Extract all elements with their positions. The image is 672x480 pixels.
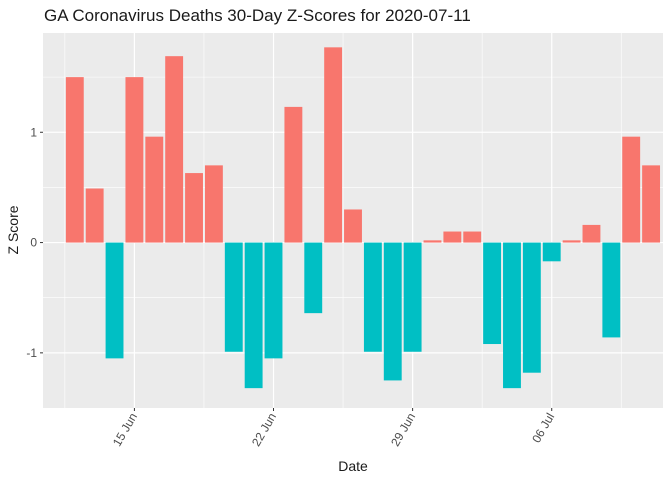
bar xyxy=(542,242,561,262)
bar xyxy=(344,209,362,243)
y-tick-label: 0 xyxy=(30,236,37,250)
bar xyxy=(324,47,343,243)
bar xyxy=(65,77,84,243)
bar xyxy=(483,242,502,345)
bar xyxy=(562,240,581,243)
bar xyxy=(463,231,482,243)
x-axis: 15 Jun 22 Jun 29 Jun 06 Jul xyxy=(110,408,557,449)
bar xyxy=(264,242,283,359)
bar xyxy=(105,242,124,359)
bar xyxy=(423,240,442,243)
x-tick-label: 15 Jun xyxy=(110,411,140,449)
bar xyxy=(363,242,382,352)
y-axis-label: Z Score xyxy=(5,205,21,254)
bar xyxy=(582,224,601,243)
bar xyxy=(602,242,621,338)
bars xyxy=(65,47,661,389)
bar xyxy=(244,242,263,389)
bar xyxy=(204,165,223,243)
bar xyxy=(125,77,144,243)
bar xyxy=(284,106,303,243)
bar xyxy=(503,242,521,389)
y-tick-label: -1 xyxy=(26,346,37,360)
minor-gridlines xyxy=(43,33,663,408)
y-tick-label: 1 xyxy=(30,125,37,139)
y-axis: -1 0 1 xyxy=(26,125,43,360)
bar xyxy=(622,136,641,243)
bar xyxy=(224,242,243,352)
bar xyxy=(304,242,323,314)
bar xyxy=(185,173,203,243)
bar xyxy=(165,56,184,243)
bar xyxy=(522,242,541,373)
x-tick-label: 29 Jun xyxy=(388,411,418,449)
x-axis-label: Date xyxy=(338,458,368,474)
bar xyxy=(443,231,462,243)
x-tick-label: 06 Jul xyxy=(529,411,557,446)
chart-title: GA Coronavirus Deaths 30-Day Z-Scores fo… xyxy=(44,6,471,25)
bar xyxy=(642,165,661,243)
x-tick-label: 22 Jun xyxy=(249,411,279,449)
bar xyxy=(85,188,104,243)
bar xyxy=(145,136,164,243)
bar xyxy=(403,242,422,352)
bar xyxy=(383,242,402,381)
